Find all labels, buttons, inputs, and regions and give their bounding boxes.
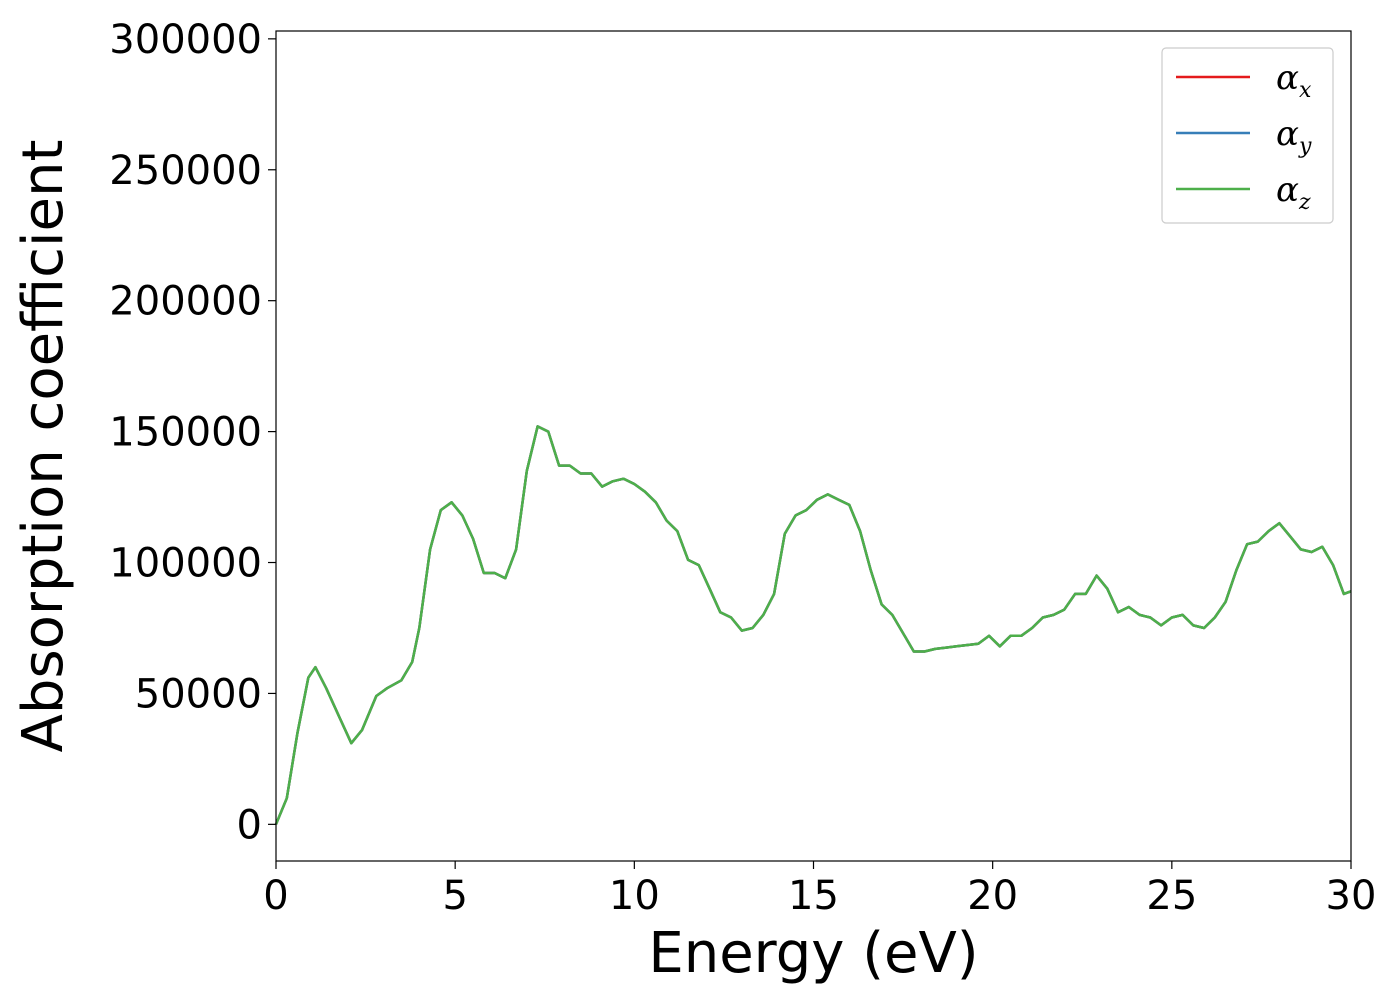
series-line-alpha-y — [274, 425, 1352, 825]
legend-label-alpha-x: αx — [1276, 58, 1312, 103]
legend-label-alpha-z: αz — [1276, 170, 1311, 215]
series-line-alpha-z — [274, 425, 1352, 825]
legend-subscript-y: y — [1298, 134, 1312, 159]
legend-entry-alpha-y: αy — [1176, 114, 1312, 159]
legend-subscript-x: x — [1299, 78, 1312, 103]
y-tick-label: 200000 — [109, 279, 262, 325]
legend-subscript-z: z — [1298, 190, 1311, 215]
x-tick-label: 25 — [1146, 873, 1197, 919]
y-tick-label: 150000 — [109, 410, 262, 456]
legend-symbol-alpha-x: α — [1276, 58, 1299, 98]
legend-symbol-alpha-y: α — [1276, 114, 1299, 154]
x-axis-label: Energy (eV) — [648, 921, 978, 986]
x-tick-label: 0 — [263, 873, 288, 919]
series-layer — [274, 425, 1352, 825]
legend-label-alpha-y: αy — [1276, 114, 1312, 159]
ticks-layer: 0 5 10 15 20 25 30 0 50000 100000 150000 200000 2500… — [109, 17, 1376, 919]
y-tick-label: 300000 — [109, 17, 262, 63]
y-tick-label: 250000 — [109, 148, 262, 194]
y-tick-label: 50000 — [135, 671, 262, 717]
legend: αx αy αz — [1161, 47, 1334, 224]
x-tick-label: 20 — [967, 873, 1018, 919]
x-tick-label: 30 — [1326, 873, 1377, 919]
y-tick-label: 100000 — [109, 541, 262, 587]
legend-symbol-alpha-z: α — [1276, 170, 1299, 210]
y-axis-label: Absorption coefficient — [11, 140, 76, 753]
legend-box — [1161, 47, 1334, 224]
y-tick-label: 0 — [237, 802, 262, 848]
x-tick-label: 15 — [788, 873, 839, 919]
series-line-alpha-x — [274, 425, 1352, 825]
legend-entry-alpha-z: αz — [1176, 170, 1311, 215]
x-tick-label: 5 — [442, 873, 467, 919]
x-tick-label: 10 — [609, 873, 660, 919]
legend-entry-alpha-x: αx — [1176, 58, 1312, 103]
